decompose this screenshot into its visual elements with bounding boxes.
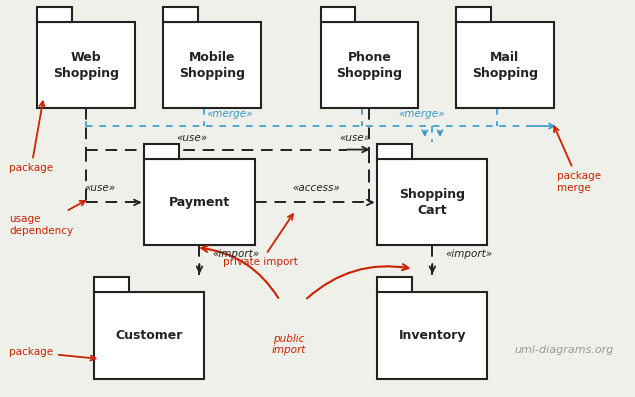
Bar — [321, 7, 355, 22]
Bar — [37, 7, 72, 22]
Bar — [377, 277, 412, 293]
Bar — [456, 7, 491, 22]
Bar — [163, 22, 261, 108]
Text: «use»: «use» — [340, 133, 371, 143]
Text: Mail
Shopping: Mail Shopping — [472, 51, 538, 80]
Text: Customer: Customer — [116, 329, 183, 342]
Text: Shopping
Cart: Shopping Cart — [399, 188, 465, 217]
Text: «import»: «import» — [445, 249, 492, 259]
Text: «use»: «use» — [85, 183, 116, 193]
Text: public
import: public import — [272, 333, 306, 355]
Bar — [377, 159, 488, 245]
Bar — [321, 22, 418, 108]
Text: uml-diagrams.org: uml-diagrams.org — [514, 345, 613, 355]
Text: «use»: «use» — [176, 133, 207, 143]
Bar — [37, 22, 135, 108]
Text: «access»: «access» — [292, 183, 340, 193]
Bar — [456, 22, 554, 108]
Text: Inventory: Inventory — [399, 329, 466, 342]
Bar — [94, 293, 204, 379]
Bar — [377, 144, 412, 159]
Bar — [144, 159, 255, 245]
Bar — [163, 7, 198, 22]
Text: Payment: Payment — [169, 196, 230, 209]
Text: Web
Shopping: Web Shopping — [53, 51, 119, 80]
Text: «merge»: «merge» — [398, 109, 444, 119]
Text: package
merge: package merge — [554, 127, 601, 193]
Text: «merge»: «merge» — [206, 109, 253, 119]
Text: Mobile
Shopping: Mobile Shopping — [179, 51, 245, 80]
Text: package: package — [9, 102, 53, 173]
Bar — [377, 293, 488, 379]
Text: private import: private import — [224, 214, 298, 267]
Bar — [94, 277, 129, 293]
Text: package: package — [9, 347, 96, 360]
Text: usage
dependency: usage dependency — [9, 201, 85, 236]
Text: Phone
Shopping: Phone Shopping — [337, 51, 403, 80]
Bar — [144, 144, 179, 159]
Text: «import»: «import» — [212, 249, 259, 259]
